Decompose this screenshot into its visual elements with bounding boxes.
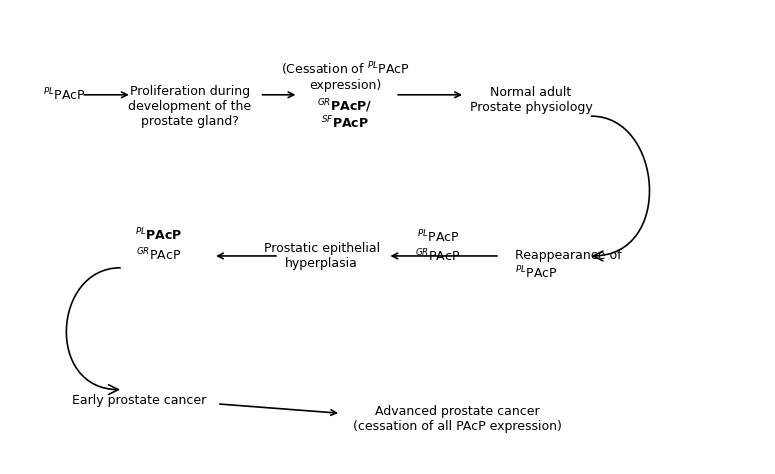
- Text: Prostatic epithelial
hyperplasia: Prostatic epithelial hyperplasia: [264, 242, 380, 270]
- Text: Reappearance of: Reappearance of: [515, 249, 622, 263]
- Text: $^{PL}$PAcP: $^{PL}$PAcP: [43, 86, 85, 103]
- Text: Early prostate cancer: Early prostate cancer: [72, 394, 207, 407]
- Text: expression): expression): [308, 79, 381, 92]
- Text: $^{PL}$PAcP: $^{PL}$PAcP: [135, 226, 183, 243]
- Text: Normal adult
Prostate physiology: Normal adult Prostate physiology: [470, 85, 592, 114]
- Text: Proliferation during
development of the
prostate gland?: Proliferation during development of the …: [129, 85, 251, 128]
- Text: $^{GR}$PAcP: $^{GR}$PAcP: [415, 247, 460, 264]
- Text: $^{GR}$PAcP: $^{GR}$PAcP: [136, 246, 181, 264]
- FancyArrowPatch shape: [67, 268, 120, 394]
- FancyArrowPatch shape: [591, 116, 649, 261]
- Text: $^{PL}$PAcP: $^{PL}$PAcP: [416, 228, 460, 246]
- Text: $^{SF}$PAcP: $^{SF}$PAcP: [321, 115, 369, 132]
- Text: $^{PL}$PAcP: $^{PL}$PAcP: [515, 264, 558, 281]
- Text: (Cessation of $^{PL}$PAcP: (Cessation of $^{PL}$PAcP: [281, 60, 409, 78]
- Text: $^{GR}$PAcP/: $^{GR}$PAcP/: [317, 98, 373, 116]
- Text: Advanced prostate cancer
(cessation of all PAcP expression): Advanced prostate cancer (cessation of a…: [353, 405, 562, 434]
